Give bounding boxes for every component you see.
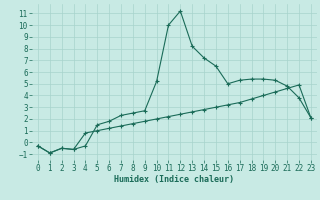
X-axis label: Humidex (Indice chaleur): Humidex (Indice chaleur) — [115, 175, 234, 184]
